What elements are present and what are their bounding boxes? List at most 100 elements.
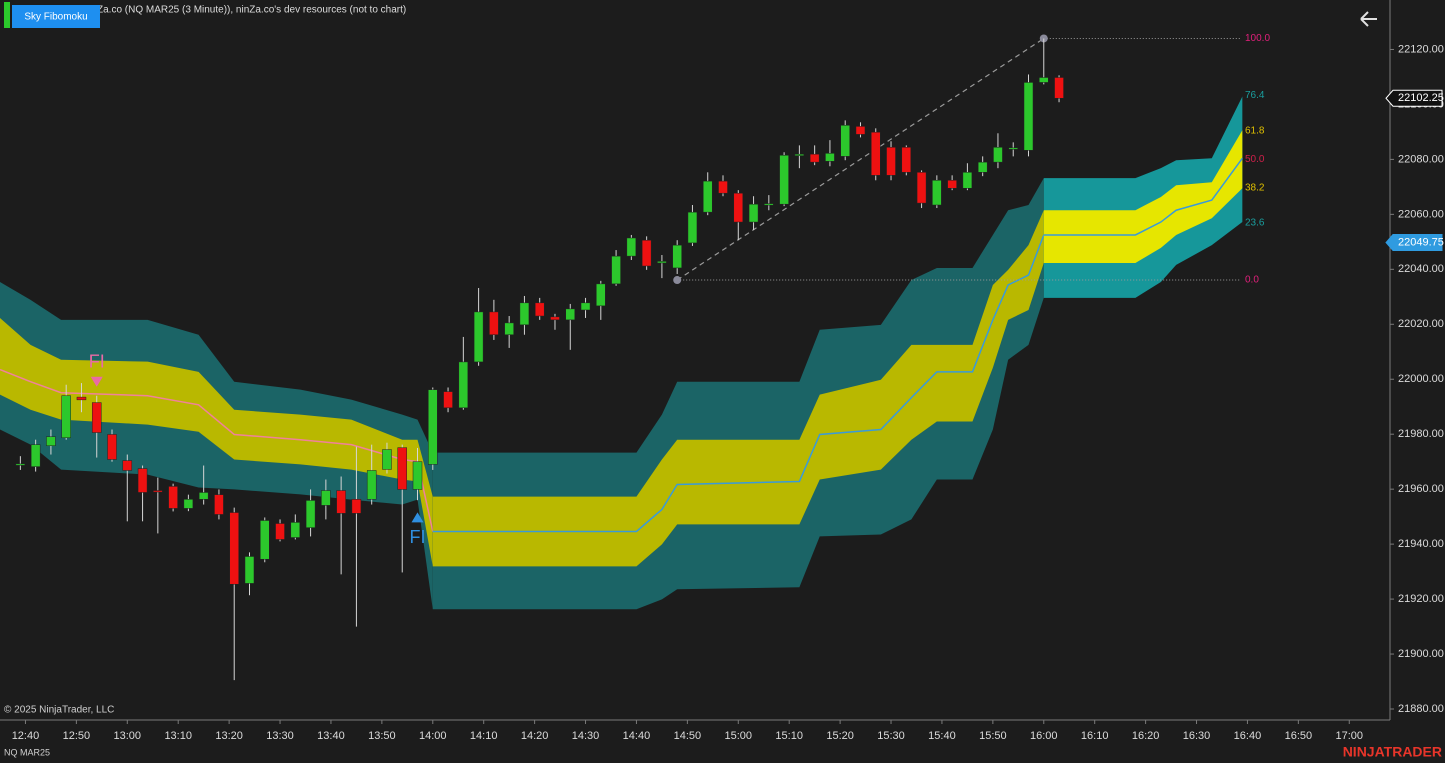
band-inner [1043,130,1243,263]
candle-body [550,316,560,321]
x-tick-label: 13:40 [317,730,345,742]
fib-level-label: 61.8 [1245,125,1265,136]
x-tick-label: 13:50 [368,730,396,742]
candle-body [932,180,942,206]
candle-body [168,486,178,509]
candle-body [443,391,453,409]
candle-body [46,436,56,446]
x-tick-label: 15:10 [775,730,803,742]
candle-body [626,237,637,257]
candle-body [748,203,759,223]
candle-body [183,499,194,509]
x-tick-label: 13:00 [114,730,142,742]
candle-body [275,523,285,540]
price-marker-label: 22102.25 [1398,92,1444,104]
y-tick-label: 21960.00 [1398,483,1444,495]
band-midline [1043,157,1243,236]
y-tick-label: 21980.00 [1398,428,1444,440]
candle-body [657,261,667,264]
x-tick-label: 16:40 [1234,730,1262,742]
x-tick-label: 15:40 [928,730,956,742]
candle-body [825,153,835,162]
candle-body [1054,77,1064,99]
axes-layer: 21880.00 21900.00 21920.00 21940.00 21960.00… [0,0,1444,742]
candle-body [428,389,438,465]
candle-body [962,172,973,189]
candle-body [1023,82,1034,151]
candle-body [61,395,71,439]
band-midline [432,234,1045,533]
indicator-button[interactable] [12,5,100,28]
y-tick-label: 22060.00 [1398,208,1444,220]
copyright: © 2025 NinjaTrader, LLC [4,705,114,716]
candle-body [1039,77,1049,83]
chart-label: Za.co (NQ MAR25 (3 Minute)), ninZa.co's … [97,5,406,16]
candle-body [534,302,545,317]
candle-body [611,255,621,285]
instrument-label: NQ MAR25 [4,747,50,757]
x-tick-label: 14:20 [521,730,549,742]
candle-body [840,125,850,157]
candle-body [1008,147,1018,150]
candle-body [137,468,148,493]
y-tick-label: 22020.00 [1398,318,1444,330]
x-tick-label: 14:30 [572,730,600,742]
candle-body [351,499,362,514]
candle-body [107,434,117,460]
candle-body [305,500,316,528]
indicator-button-label[interactable]: Sky Fibomoku [24,12,87,23]
candle-body [458,361,469,409]
candle-body [15,463,26,466]
candle-body [809,153,820,163]
x-tick-label: 15:00 [725,730,753,742]
candle-body [122,460,133,471]
y-tick-label: 22040.00 [1398,263,1444,275]
candle-body [855,126,866,135]
candle-body [91,402,102,433]
fractal-label: FI [410,527,426,547]
candle-body [260,520,270,560]
x-tick-label: 12:50 [63,730,91,742]
candle-body [718,180,728,194]
candle-body [641,239,652,267]
fib-level-label: 100.0 [1245,33,1270,44]
fractal-arrow [411,512,424,523]
fractal-label: FI [89,352,105,372]
candle-body [993,147,1003,163]
x-tick-label: 16:50 [1285,730,1313,742]
price-marker-label: 22049.75 [1398,236,1444,248]
candle-body [214,494,224,515]
candle-body [30,444,41,467]
candle-body [977,161,988,173]
x-tick-label: 13:10 [164,730,192,742]
x-tick-label: 14:00 [419,730,447,742]
candle-body [519,302,530,326]
candle-body [901,147,912,173]
candle-body [229,512,239,585]
y-tick-label: 21900.00 [1398,648,1444,660]
candles-layer [15,38,1064,681]
x-tick-label: 14:40 [623,730,651,742]
candle-body [794,153,805,156]
x-tick-label: 16:00 [1030,730,1058,742]
candle-body [916,172,927,204]
candle-body [779,155,789,205]
candle-body [153,490,163,493]
candle-body [382,449,392,470]
y-tick-label: 21880.00 [1398,703,1444,715]
back-arrow[interactable] [1360,11,1377,27]
bands-layer [0,96,1243,610]
x-tick-label: 16:20 [1132,730,1160,742]
candle-body [473,311,484,363]
candle-body [489,311,499,335]
y-tick-label: 22080.00 [1398,153,1444,165]
candle-body [687,211,698,244]
candle-body [504,322,514,335]
fib-level-label: 50.0 [1245,154,1265,165]
candle-body [290,522,301,538]
candle-body [397,447,407,490]
fib-level-label: 0.0 [1245,275,1259,286]
